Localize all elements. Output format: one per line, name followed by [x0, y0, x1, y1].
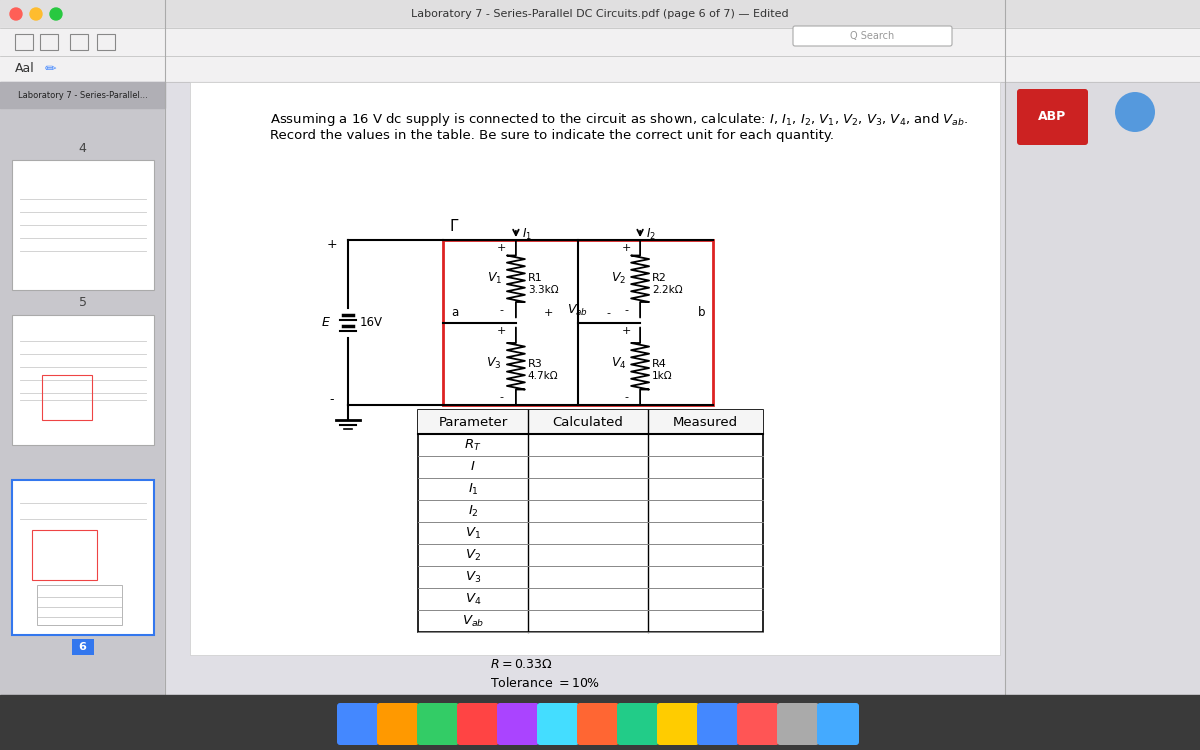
FancyBboxPatch shape — [658, 703, 698, 745]
Bar — [97, 34, 115, 50]
Text: 4.7kΩ: 4.7kΩ — [528, 370, 558, 381]
FancyBboxPatch shape — [697, 703, 739, 745]
Text: +: + — [326, 238, 337, 251]
Text: +: + — [622, 243, 631, 253]
Text: Laboratory 7 - Series-Parallel...: Laboratory 7 - Series-Parallel... — [18, 91, 148, 100]
Text: $R = 0.33\Omega$: $R = 0.33\Omega$ — [490, 658, 553, 671]
FancyBboxPatch shape — [793, 26, 952, 46]
Text: R4: R4 — [652, 358, 667, 369]
Text: Tolerance $= 10\%$: Tolerance $= 10\%$ — [490, 676, 600, 690]
Bar — [1006, 82, 1200, 750]
Bar — [12, 480, 154, 635]
Bar — [418, 410, 763, 632]
Bar — [12, 315, 154, 445]
Text: $V_4$: $V_4$ — [611, 356, 626, 371]
FancyBboxPatch shape — [337, 703, 379, 745]
Text: 3.3kΩ: 3.3kΩ — [528, 285, 558, 296]
Text: 16V: 16V — [360, 316, 383, 329]
Circle shape — [10, 8, 22, 20]
Text: 5: 5 — [78, 296, 86, 310]
Text: -: - — [500, 392, 504, 402]
Circle shape — [50, 8, 62, 20]
Bar — [418, 410, 763, 434]
Bar — [443, 240, 713, 405]
Bar — [70, 34, 88, 50]
Bar — [0, 28, 1200, 56]
Text: 6: 6 — [78, 642, 86, 652]
Text: 2.2kΩ: 2.2kΩ — [652, 285, 683, 296]
Text: $I_1$: $I_1$ — [468, 482, 479, 496]
Text: -: - — [330, 394, 335, 406]
Bar — [32, 530, 97, 580]
FancyBboxPatch shape — [377, 703, 419, 745]
Text: 4: 4 — [78, 142, 86, 154]
Text: Assuming a 16 V dc supply is connected to the circuit as shown, calculate: $I$, : Assuming a 16 V dc supply is connected t… — [270, 112, 968, 128]
Text: R2: R2 — [652, 273, 667, 284]
Bar — [0, 82, 166, 750]
Bar — [42, 375, 92, 420]
FancyBboxPatch shape — [418, 703, 458, 745]
Text: $V_{ab}$: $V_{ab}$ — [568, 304, 588, 319]
Bar — [0, 695, 1200, 750]
FancyBboxPatch shape — [817, 703, 859, 745]
Text: $V_1$: $V_1$ — [464, 526, 481, 541]
Text: $V_3$: $V_3$ — [464, 569, 481, 584]
Text: -: - — [500, 305, 504, 316]
Bar — [72, 639, 94, 655]
Circle shape — [30, 8, 42, 20]
FancyBboxPatch shape — [737, 703, 779, 745]
Text: Record the values in the table. Be sure to indicate the correct unit for each qu: Record the values in the table. Be sure … — [270, 130, 834, 142]
Bar — [40, 34, 58, 50]
Bar — [0, 56, 1200, 82]
Text: $I$: $I$ — [470, 460, 475, 473]
Bar — [37, 585, 122, 625]
Text: Measured: Measured — [673, 416, 738, 428]
Text: $V_2$: $V_2$ — [466, 548, 481, 562]
Text: $I_1$: $I_1$ — [522, 226, 532, 242]
Text: $V_{ab}$: $V_{ab}$ — [462, 614, 484, 628]
Text: a: a — [451, 305, 458, 319]
Text: Laboratory 7 - Series-Parallel DC Circuits.pdf (page 6 of 7) — Edited: Laboratory 7 - Series-Parallel DC Circui… — [412, 9, 788, 19]
Bar — [12, 160, 154, 290]
Text: $V_3$: $V_3$ — [486, 356, 502, 371]
Bar — [190, 82, 1000, 655]
Circle shape — [1115, 92, 1154, 132]
Text: R3: R3 — [528, 358, 542, 369]
Text: $I_2$: $I_2$ — [646, 226, 656, 242]
Text: $\Gamma$: $\Gamma$ — [449, 218, 460, 234]
Bar — [0, 0, 1200, 28]
Text: E: E — [322, 316, 330, 329]
Text: -: - — [624, 305, 628, 316]
FancyBboxPatch shape — [457, 703, 499, 745]
FancyBboxPatch shape — [577, 703, 619, 745]
Text: +: + — [497, 243, 506, 253]
Text: ABP: ABP — [1038, 110, 1066, 124]
Text: 1kΩ: 1kΩ — [652, 370, 673, 381]
FancyBboxPatch shape — [538, 703, 580, 745]
Text: $V_2$: $V_2$ — [611, 271, 626, 286]
Text: Q Search: Q Search — [851, 31, 895, 41]
Text: Aal: Aal — [14, 62, 35, 76]
FancyBboxPatch shape — [1018, 89, 1088, 145]
Text: +: + — [622, 326, 631, 335]
Text: b: b — [697, 305, 706, 319]
Text: ✏: ✏ — [44, 62, 56, 76]
Bar — [166, 82, 1006, 750]
Text: $V_1$: $V_1$ — [487, 271, 502, 286]
Text: Calculated: Calculated — [552, 416, 624, 428]
Text: Parameter: Parameter — [438, 416, 508, 428]
Text: $I_2$: $I_2$ — [468, 503, 479, 518]
FancyBboxPatch shape — [497, 703, 539, 745]
Text: +: + — [497, 326, 506, 335]
Text: R1: R1 — [528, 273, 542, 284]
FancyBboxPatch shape — [617, 703, 659, 745]
Text: $V_4$: $V_4$ — [464, 592, 481, 607]
Text: -: - — [606, 308, 610, 319]
Text: +: + — [544, 308, 553, 319]
Text: -: - — [624, 392, 628, 402]
Text: $R_T$: $R_T$ — [464, 437, 481, 452]
Bar — [14, 34, 34, 50]
Bar — [0, 82, 166, 108]
FancyBboxPatch shape — [778, 703, 818, 745]
